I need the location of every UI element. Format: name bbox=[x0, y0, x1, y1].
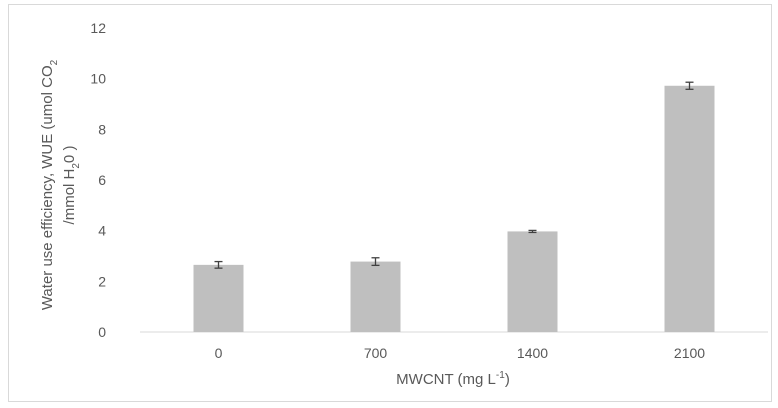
bar bbox=[664, 85, 715, 332]
y-tick-label: 8 bbox=[98, 121, 106, 137]
bar bbox=[350, 261, 401, 332]
error-bar bbox=[528, 229, 537, 234]
error-bars bbox=[214, 81, 694, 269]
x-tick-label: 2100 bbox=[674, 345, 705, 361]
y-axis-title-line-2: /mmol H20 ) bbox=[61, 146, 82, 225]
y-axis-title-line-1: Water use efficiency, WUE (umol CO2 bbox=[39, 59, 60, 310]
bar bbox=[507, 231, 558, 332]
error-bar bbox=[685, 81, 694, 90]
x-tick-label: 0 bbox=[215, 345, 223, 361]
chart-area bbox=[8, 4, 772, 402]
error-bar bbox=[214, 260, 223, 269]
x-tick-label: 700 bbox=[364, 345, 388, 361]
y-axis-ticks: 0 2 4 6 8 10 12 bbox=[90, 20, 106, 340]
bars bbox=[193, 85, 715, 332]
x-axis-ticks: 0 700 1400 2100 bbox=[215, 345, 706, 361]
y-tick-label: 12 bbox=[90, 20, 106, 36]
y-tick-label: 0 bbox=[98, 324, 106, 340]
y-tick-label: 10 bbox=[90, 71, 106, 87]
x-tick-label: 1400 bbox=[517, 345, 548, 361]
bar bbox=[193, 264, 244, 332]
y-axis-title: Water use efficiency, WUE (umol CO2 /mmo… bbox=[39, 59, 82, 310]
y-tick-label: 6 bbox=[98, 172, 106, 188]
y-tick-label: 2 bbox=[98, 273, 106, 289]
y-tick-label: 4 bbox=[98, 223, 106, 239]
error-bar bbox=[371, 257, 380, 267]
x-axis-title: MWCNT (mg L-1) bbox=[396, 370, 510, 388]
